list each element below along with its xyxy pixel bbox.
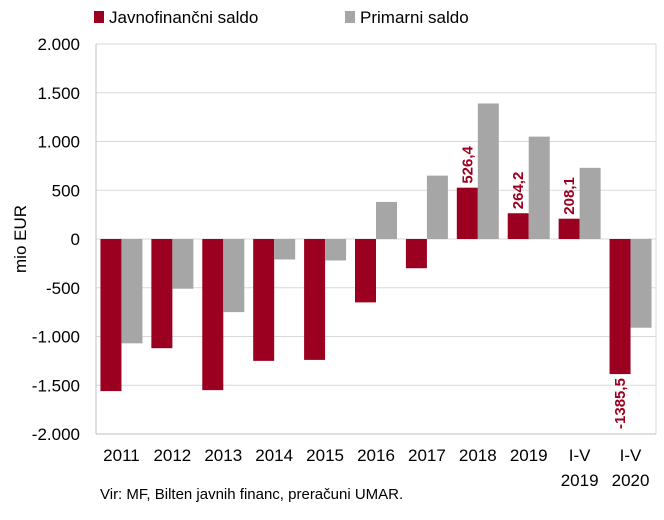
y-tick-label: -1.000 <box>32 328 80 347</box>
y-tick-label: 500 <box>52 181 80 200</box>
source-note: Vir: MF, Bilten javnih financ, preračuni… <box>100 486 404 503</box>
data-label: 526,4 <box>459 145 476 183</box>
bar-javnofinancni-5 <box>355 239 376 303</box>
y-tick-label: 2.000 <box>37 35 80 54</box>
x-tick-label: 2019 <box>561 471 599 490</box>
bar-javnofinancni-4 <box>304 239 326 360</box>
bar-primarni-7 <box>477 103 499 239</box>
legend-label-0: Javnofinančni saldo <box>109 8 258 27</box>
y-tick-label: -1.500 <box>32 376 80 395</box>
bar-javnofinancni-8 <box>507 213 529 239</box>
bar-primarni-10 <box>630 239 652 328</box>
data-label: -1385,5 <box>612 378 629 429</box>
bar-javnofinancni-1 <box>151 239 173 349</box>
bar-javnofinancni-6 <box>405 239 427 269</box>
x-tick-label: 2013 <box>204 446 242 465</box>
bar-primarni-3 <box>274 239 296 260</box>
data-label: 208,1 <box>561 177 578 215</box>
bar-javnofinancni-7 <box>456 187 478 239</box>
bar-primarni-8 <box>528 136 550 239</box>
bar-primarni-0 <box>121 239 143 344</box>
bar-primarni-4 <box>325 239 347 261</box>
x-tick-label: 2011 <box>103 446 140 465</box>
bar-primarni-6 <box>426 175 448 239</box>
legend-swatch-1 <box>345 11 355 23</box>
x-tick-label: 2018 <box>459 446 497 465</box>
bar-primarni-9 <box>579 167 601 239</box>
x-tick-label: 2016 <box>357 446 395 465</box>
y-tick-label: 0 <box>71 230 80 249</box>
x-tick-label: I-V <box>569 446 591 465</box>
bar-primarni-1 <box>172 239 194 289</box>
x-tick-label: 2017 <box>408 446 446 465</box>
bar-javnofinancni-3 <box>253 239 275 361</box>
y-axis-title: mio EUR <box>11 205 30 273</box>
legend-label-1: Primarni saldo <box>360 8 469 27</box>
x-tick-label: 2020 <box>612 471 650 490</box>
x-tick-label: 2014 <box>255 446 293 465</box>
bar-primarni-2 <box>223 239 245 313</box>
x-tick-label: 2015 <box>306 446 344 465</box>
x-tick-label: I-V <box>620 446 642 465</box>
legend-swatch-0 <box>94 11 104 23</box>
bar-javnofinancni-10 <box>609 239 631 375</box>
bar-primarni-5 <box>376 201 397 239</box>
bar-javnofinancni-0 <box>100 239 122 392</box>
bar-javnofinancni-9 <box>558 218 580 239</box>
bar-javnofinancni-2 <box>202 239 224 391</box>
x-tick-label: 2019 <box>510 446 548 465</box>
y-tick-label: 1.500 <box>37 84 80 103</box>
y-tick-label: -500 <box>46 279 80 298</box>
y-tick-label: 1.000 <box>37 133 80 152</box>
data-label: 264,2 <box>510 172 527 210</box>
y-tick-label: -2.000 <box>32 425 80 444</box>
x-tick-label: 2012 <box>153 446 191 465</box>
